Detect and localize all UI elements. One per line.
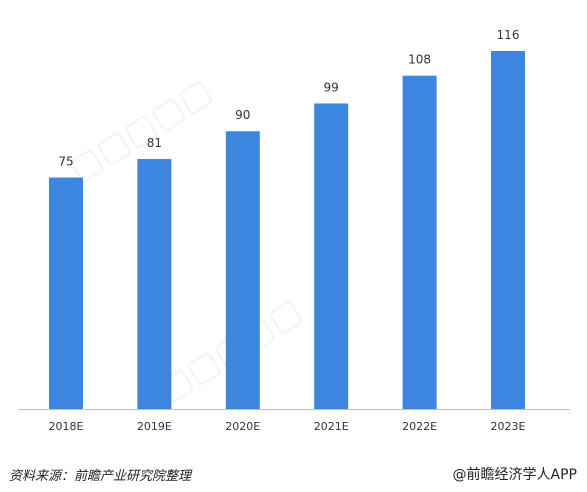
bar-2018E	[49, 177, 83, 409]
x-tick-label: 2018E	[49, 420, 84, 433]
source-note: 资料来源：前瞻产业研究院整理	[9, 469, 192, 484]
x-tick-label: 2021E	[314, 420, 349, 433]
bar-2023E	[491, 51, 525, 409]
data-label-2020E: 90	[235, 108, 250, 122]
bar-2019E	[137, 159, 172, 409]
credit-label: @前瞻经济学人APP	[452, 467, 577, 483]
x-tick-label: 2019E	[137, 420, 172, 433]
data-label-2019E: 81	[147, 136, 162, 150]
bar-2022E	[402, 75, 437, 410]
data-label-2021E: 99	[324, 80, 339, 94]
x-tick-label: 2022E	[402, 420, 437, 433]
bar-chart: 75 2018E 81 2019E 90 2020E 99 2021E 108 2022E 116 2…	[18, 28, 570, 433]
data-label-2022E: 108	[408, 53, 431, 67]
footer: 资料来源：前瞻产业研究院整理 @前瞻经济学人APP	[0, 450, 587, 492]
data-label-2018E: 75	[58, 155, 73, 169]
bar-2020E	[225, 131, 260, 409]
data-label-2023E: 116	[497, 28, 520, 42]
x-tick-label: 2020E	[225, 420, 260, 433]
bar-2021E	[314, 103, 349, 409]
x-tick-label: 2023E	[491, 420, 526, 433]
